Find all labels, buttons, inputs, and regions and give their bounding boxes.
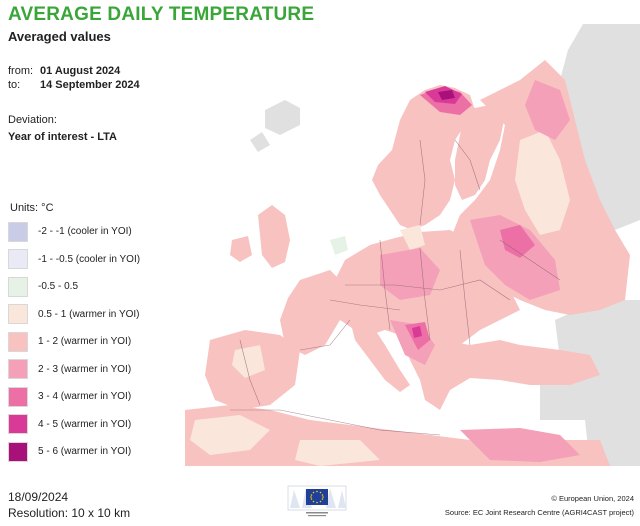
- from-label: from:: [8, 65, 34, 77]
- legend-swatch: [8, 441, 28, 462]
- legend-swatch: [8, 304, 28, 325]
- copyright-text: © European Union, 2024: [551, 494, 634, 503]
- legend-item: 5 - 6 (warmer in YOI): [8, 438, 142, 466]
- footer-date: 18/09/2024: [8, 490, 69, 504]
- legend-item: 2 - 3 (warmer in YOI): [8, 356, 142, 384]
- outside-area-land: [250, 24, 640, 466]
- legend-swatch: [8, 331, 28, 352]
- legend-label: 2 - 3 (warmer in YOI): [36, 363, 134, 375]
- legend-label: 0.5 - 1 (warmer in YOI): [36, 308, 142, 320]
- deviation-value: Year of interest - LTA: [8, 131, 118, 143]
- footer-resolution: Resolution: 10 x 10 km: [8, 506, 131, 520]
- legend-item: -1 - -0.5 (cooler in YOI): [8, 246, 143, 274]
- map-subtitle: Averaged values: [8, 29, 111, 44]
- europe-temperature-map: [185, 24, 640, 466]
- to-label: to:: [8, 79, 21, 91]
- legend-item: 0.5 - 1 (warmer in YOI): [8, 301, 142, 329]
- legend-swatch: [8, 276, 28, 297]
- legend: Units: °C -2 - -1 (cooler in YOI) -1 - -0…: [8, 202, 143, 466]
- period-range: from: 01 August 2024 to: 14 September 20…: [8, 64, 140, 92]
- deviation-label: Deviation:: [8, 114, 57, 126]
- legend-items: -2 - -1 (cooler in YOI) -1 - -0.5 (cooler…: [8, 218, 143, 466]
- legend-label: -0.5 - 0.5: [36, 281, 81, 293]
- legend-label: 3 - 4 (warmer in YOI): [36, 391, 134, 403]
- legend-label: -1 - -0.5 (cooler in YOI): [36, 253, 143, 265]
- land-4-6: [412, 86, 462, 338]
- legend-label: 5 - 6 (warmer in YOI): [36, 446, 134, 458]
- legend-swatch: [8, 414, 28, 435]
- land-cooler: [330, 236, 348, 255]
- legend-swatch: [8, 386, 28, 407]
- european-commission-logo: [287, 485, 347, 517]
- source-text: Source: EC Joint Research Centre (AGRI4C…: [444, 508, 634, 517]
- legend-units: Units: °C: [10, 202, 54, 214]
- legend-item: 3 - 4 (warmer in YOI): [8, 383, 142, 411]
- map-title: AVERAGE DAILY TEMPERATURE: [8, 4, 315, 25]
- to-date: 14 September 2024: [40, 79, 140, 91]
- legend-label: 1 - 2 (warmer in YOI): [36, 336, 134, 348]
- from-date: 01 August 2024: [40, 65, 121, 77]
- legend-item: -0.5 - 0.5: [8, 273, 142, 301]
- land-0-5-1: [190, 130, 570, 466]
- legend-label: -2 - -1 (cooler in YOI): [36, 226, 134, 238]
- legend-swatch: [8, 359, 28, 380]
- legend-swatch: [8, 249, 28, 270]
- legend-swatch: [8, 221, 28, 242]
- legend-label: 4 - 5 (warmer in YOI): [36, 418, 134, 430]
- legend-item: 1 - 2 (warmer in YOI): [8, 328, 142, 356]
- legend-item: 4 - 5 (warmer in YOI): [8, 411, 142, 439]
- country-borders: [230, 139, 561, 436]
- legend-item: -2 - -1 (cooler in YOI): [8, 218, 142, 246]
